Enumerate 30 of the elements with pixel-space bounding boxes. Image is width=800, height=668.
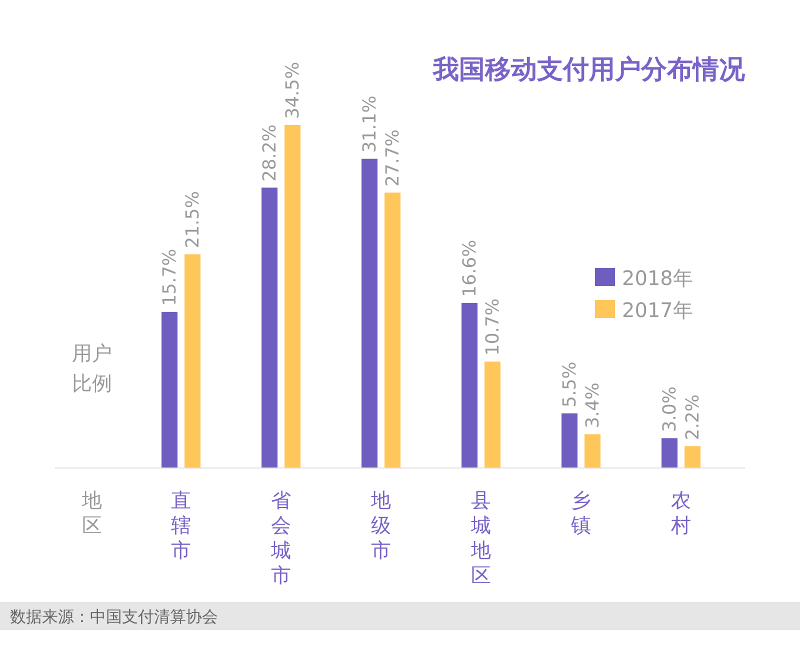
bar xyxy=(484,362,500,468)
data-label: 10.7% xyxy=(482,298,504,356)
data-label: 27.7% xyxy=(382,129,404,187)
bar xyxy=(262,188,278,468)
source-note: 数据来源：中国支付清算协会 xyxy=(10,607,218,626)
data-label: 3.0% xyxy=(660,386,680,432)
chart-title: 我国移动支付用户分布情况 xyxy=(432,55,746,85)
data-label: 5.5% xyxy=(560,362,580,408)
bar xyxy=(284,125,300,468)
bar xyxy=(162,312,178,468)
data-label: 3.4% xyxy=(582,382,604,428)
data-label: 28.2% xyxy=(260,124,280,182)
xlabel: 地区 xyxy=(82,488,102,537)
y-axis-title: 用户比例 xyxy=(72,341,112,395)
data-label: 15.7% xyxy=(160,248,180,306)
bar xyxy=(462,302,478,468)
bar xyxy=(562,413,578,468)
bar xyxy=(184,254,200,468)
bar xyxy=(384,192,400,468)
legend-label: 2018年 xyxy=(622,266,693,290)
bar xyxy=(584,434,600,468)
bar xyxy=(362,158,378,468)
data-label: 31.1% xyxy=(360,96,380,153)
bar xyxy=(684,446,700,468)
legend-label: 2017年 xyxy=(622,298,693,322)
bar xyxy=(662,438,678,468)
data-label: 16.6% xyxy=(460,240,480,297)
data-label: 21.5% xyxy=(182,191,204,248)
data-label: 2.2% xyxy=(682,394,704,440)
data-label: 34.5% xyxy=(282,62,304,119)
